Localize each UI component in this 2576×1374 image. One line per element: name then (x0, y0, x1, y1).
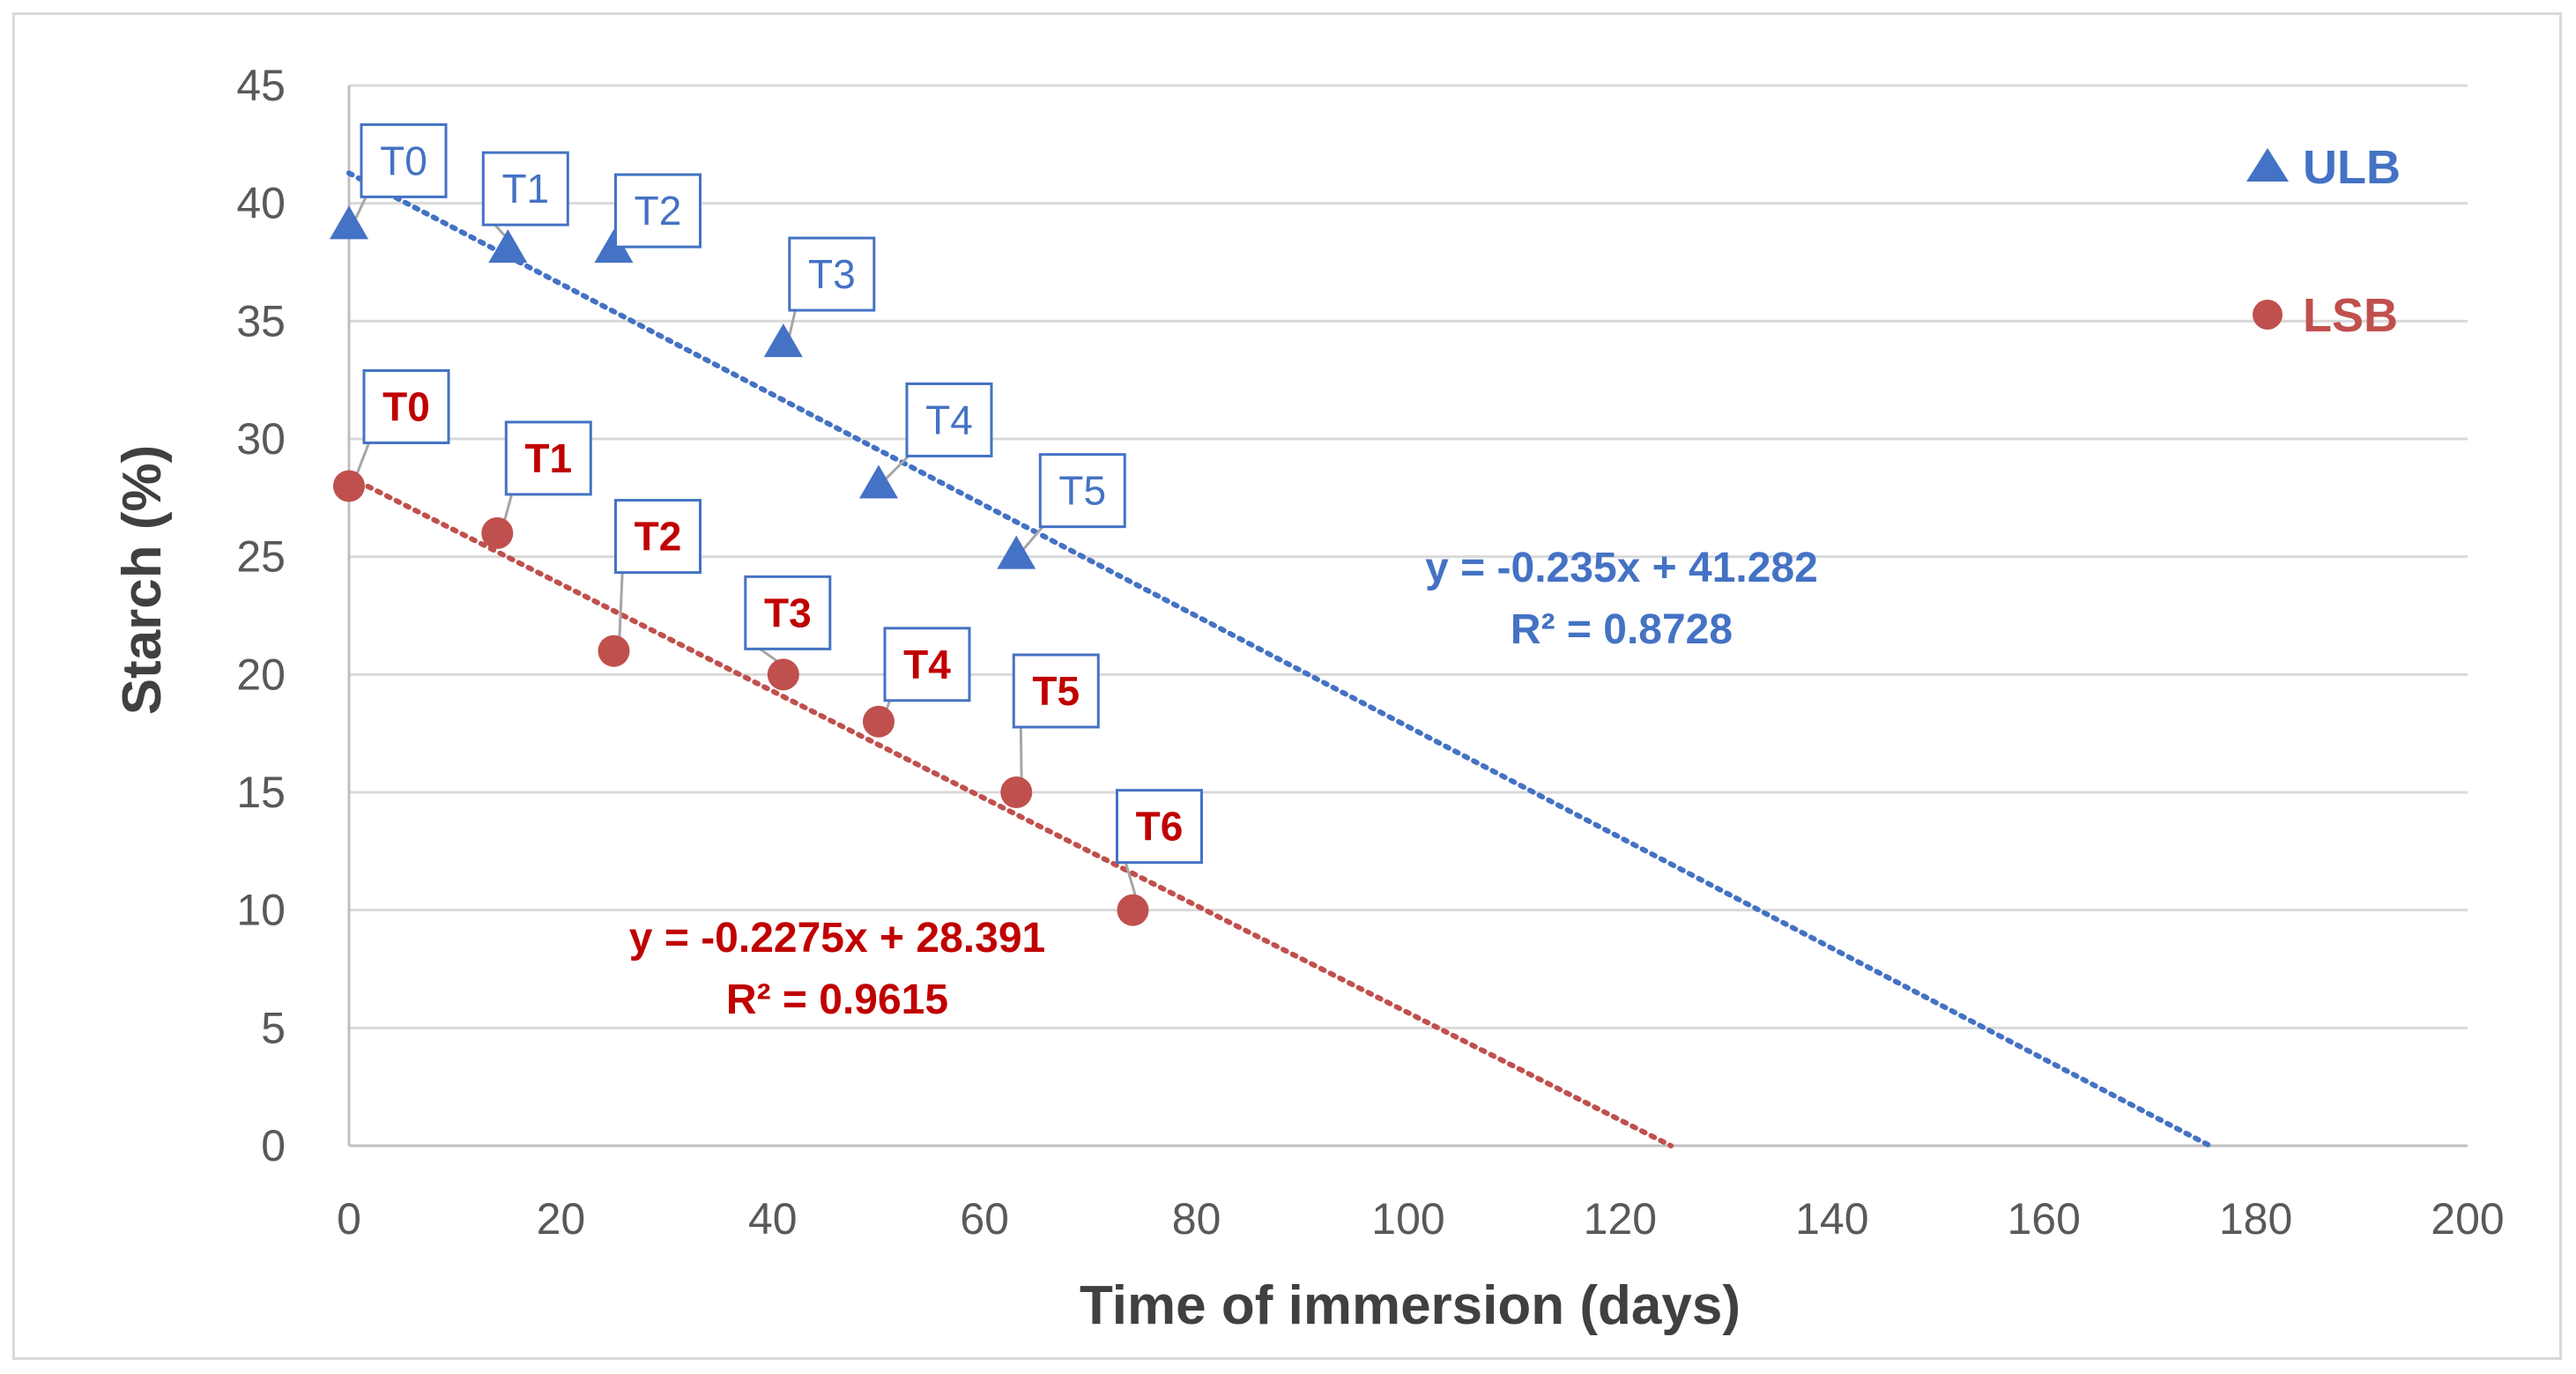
y-tick-label-15: 15 (236, 768, 286, 817)
lsb-label-t4: T4 (903, 642, 951, 687)
y-tick-label-40: 40 (236, 179, 286, 228)
lsb-label-box-t1 (504, 420, 592, 496)
x-tick-label-160: 160 (2007, 1194, 2080, 1244)
ulb-equation: y = -0.235x + 41.282 (1425, 545, 1818, 591)
lsb-equation: y = -0.2275x + 28.391 (629, 915, 1045, 962)
lsb-label-box-t2 (614, 499, 702, 575)
lsb-label-box-t0 (362, 368, 450, 444)
ulb-label-box-t5 (1038, 453, 1126, 529)
lsb-point-t1 (481, 516, 514, 549)
x-tick-label-140: 140 (1795, 1194, 1868, 1244)
lsb-label-box-t6 (1115, 789, 1203, 865)
x-tick-label-40: 40 (748, 1194, 798, 1244)
ulb-point-t4 (859, 464, 898, 499)
ulb-trendline (346, 170, 2213, 1149)
lsb-point-t0 (333, 470, 365, 502)
lsb-leader-t2 (618, 567, 624, 646)
ulb-point-t3 (763, 323, 803, 358)
y-axis-title: Starch (%) (112, 445, 173, 716)
y-tick-label-25: 25 (236, 532, 286, 582)
lsb-point-t6 (1117, 894, 1149, 926)
y-tick-label-45: 45 (236, 61, 286, 110)
legend-lsb-marker-icon (2253, 300, 2283, 330)
legend-lsb-label: LSB (2303, 289, 2398, 342)
lsb-label-box-t5 (1012, 653, 1100, 729)
ulb-point-t0 (330, 205, 368, 240)
y-tick-label-30: 30 (236, 414, 286, 464)
ulb-label-box-t0 (360, 123, 448, 198)
x-tick-label-20: 20 (537, 1194, 586, 1244)
y-tick-label-5: 5 (261, 1003, 286, 1052)
ulb-label-box-t3 (788, 236, 876, 312)
x-axis-title: Time of immersion (days) (1080, 1275, 1741, 1336)
legend-ulb-label: ULB (2303, 141, 2401, 194)
ulb-label-t1: T1 (501, 166, 549, 212)
y-tick-label-0: 0 (261, 1121, 286, 1170)
x-tick-label-200: 200 (2431, 1194, 2504, 1244)
ulb-label-t3: T3 (808, 251, 856, 297)
ulb-label-box-t2 (614, 173, 702, 249)
lsb-label-t5: T5 (1032, 668, 1080, 714)
lsb-trendline (346, 474, 1674, 1149)
lsb-label-t1: T1 (524, 435, 572, 481)
y-tick-label-10: 10 (236, 886, 286, 935)
ulb-label-t5: T5 (1058, 468, 1106, 514)
trendlines (346, 170, 2213, 1149)
ulb-point-t1 (488, 229, 528, 264)
ulb-point-t5 (997, 535, 1036, 569)
lsb-label-t6: T6 (1136, 804, 1184, 850)
y-tick-label-35: 35 (236, 296, 286, 345)
tick-labels: 0 5 10 15 20 25 30 35 40 45 0 20 40 60 80 100 120 140 160 1… (236, 61, 2504, 1244)
axes (347, 85, 2468, 1147)
data-points (330, 205, 1149, 926)
ulb-label-box-t4 (905, 382, 993, 457)
lsb-r2: R² = 0.9615 (726, 977, 948, 1023)
ulb-point-t2 (594, 229, 634, 264)
lsb-label-t2: T2 (635, 514, 682, 560)
lsb-point-t2 (598, 635, 630, 667)
chart-frame (12, 12, 2562, 1360)
lsb-label-t0: T0 (382, 383, 430, 429)
ulb-label-t0: T0 (380, 137, 427, 183)
legend-ulb-marker-icon (2246, 148, 2289, 182)
ulb-label-t2: T2 (635, 188, 682, 234)
y-tick-label-20: 20 (236, 650, 286, 699)
ulb-label-t4: T4 (925, 397, 973, 442)
legend: ULB LSB (2246, 141, 2401, 342)
ulb-label-box-t1 (481, 151, 569, 227)
x-tick-label-80: 80 (1172, 1194, 1221, 1244)
x-tick-label-0: 0 (337, 1194, 361, 1244)
x-tick-label-180: 180 (2219, 1194, 2292, 1244)
lsb-point-t5 (1000, 776, 1033, 808)
ulb-r2: R² = 0.8728 (1511, 606, 1733, 653)
lsb-point-t4 (863, 705, 895, 738)
lsb-label-t3: T3 (764, 590, 812, 635)
lsb-label-box-t3 (744, 575, 832, 650)
lsb-label-box-t4 (883, 627, 971, 702)
x-tick-label-120: 120 (1584, 1194, 1657, 1244)
x-tick-label-60: 60 (960, 1194, 1009, 1244)
x-tick-label-100: 100 (1371, 1194, 1444, 1244)
point-labels: T0 T1 T2 T3 T4 T5 T0 T1 T2 T3 T4 T5 T6 (360, 123, 1203, 865)
lsb-point-t3 (767, 658, 799, 691)
